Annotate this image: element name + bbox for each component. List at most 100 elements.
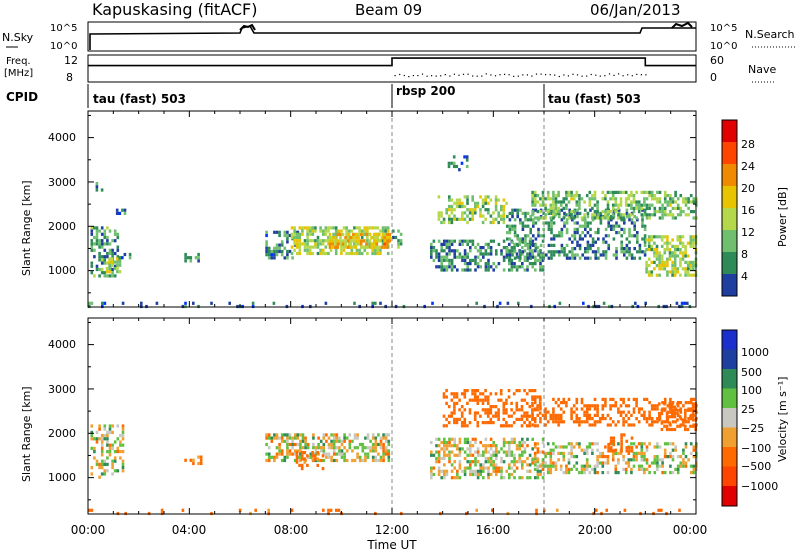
echo-cell bbox=[347, 242, 351, 246]
echo-cell bbox=[312, 442, 315, 447]
echo-cell bbox=[376, 248, 380, 252]
echo-cell bbox=[684, 244, 687, 248]
echo-cell bbox=[653, 420, 657, 424]
echo-cell bbox=[460, 424, 464, 428]
echo-cell bbox=[661, 471, 664, 475]
echo-cell bbox=[505, 469, 508, 473]
echo-cell bbox=[290, 235, 294, 240]
echo-cell bbox=[448, 437, 451, 441]
echo-cell bbox=[330, 455, 333, 459]
echo-cell bbox=[437, 472, 441, 477]
echo-cell bbox=[471, 258, 475, 262]
power-colorbar-swatch bbox=[722, 164, 737, 186]
echo-cell bbox=[494, 405, 498, 409]
echo-cell bbox=[669, 197, 672, 201]
echo-cell bbox=[447, 414, 451, 418]
echo-cell bbox=[593, 216, 597, 220]
echo-cell bbox=[679, 257, 682, 261]
echo-cell bbox=[363, 248, 367, 252]
vel-cbar-m25: −25 bbox=[741, 422, 764, 435]
echo-cell bbox=[450, 258, 454, 262]
echo-cell bbox=[502, 268, 506, 272]
echo-cell bbox=[674, 190, 677, 194]
echo-cell bbox=[466, 262, 469, 266]
echo-cell bbox=[611, 203, 615, 207]
echo-cell bbox=[437, 444, 441, 448]
echo-cell bbox=[437, 214, 441, 218]
echo-cell bbox=[384, 439, 388, 443]
echo-cell bbox=[461, 469, 464, 473]
echo-cell bbox=[578, 206, 581, 210]
echo-cell bbox=[308, 226, 312, 230]
echo-cell bbox=[663, 408, 666, 412]
echo-cell bbox=[460, 414, 464, 418]
echo-cell bbox=[492, 405, 495, 409]
echo-cell bbox=[345, 229, 348, 233]
echo-cell bbox=[311, 232, 315, 236]
echo-cell bbox=[570, 451, 573, 455]
echo-cell bbox=[575, 397, 579, 401]
echo-cell bbox=[443, 265, 446, 269]
echo-cell bbox=[445, 211, 448, 215]
echo-cell bbox=[601, 397, 605, 401]
echo-cell bbox=[489, 408, 493, 412]
echo-cell bbox=[573, 227, 577, 231]
echo-cell bbox=[100, 466, 104, 470]
echo-cell bbox=[612, 436, 616, 440]
echo-cell bbox=[658, 257, 661, 261]
echo-cell bbox=[682, 420, 685, 424]
echo-cell bbox=[622, 213, 625, 217]
echo-cell bbox=[95, 182, 99, 186]
echo-cell bbox=[327, 242, 330, 246]
echo-cell bbox=[364, 452, 367, 456]
echo-cell bbox=[541, 203, 545, 207]
echo-cell bbox=[387, 455, 391, 459]
echo-cell bbox=[489, 246, 493, 250]
echo-cell bbox=[492, 466, 495, 470]
echo-cell bbox=[103, 472, 107, 476]
echo-cell bbox=[658, 415, 661, 419]
echo-cell bbox=[516, 215, 519, 219]
echo-cell bbox=[635, 404, 638, 408]
echo-cell bbox=[558, 253, 561, 257]
echo-cell bbox=[197, 256, 200, 260]
echo-cell bbox=[105, 270, 109, 274]
nave-point bbox=[481, 75, 483, 77]
power-cbar-16: 16 bbox=[741, 204, 755, 217]
power-cbar-4: 4 bbox=[741, 270, 748, 283]
echo-cell bbox=[479, 469, 482, 473]
echo-cell bbox=[593, 467, 597, 471]
echo-cell bbox=[650, 244, 654, 248]
echo-cell bbox=[90, 424, 94, 428]
echo-cell bbox=[366, 455, 370, 459]
echo-cell bbox=[684, 464, 688, 468]
echo-cell bbox=[437, 252, 441, 256]
echo-cell bbox=[656, 210, 659, 214]
echo-cell bbox=[295, 454, 299, 458]
echo-cell bbox=[523, 450, 527, 454]
echo-cell bbox=[228, 301, 231, 305]
echo-cell bbox=[306, 239, 309, 243]
echo-cell bbox=[585, 413, 589, 417]
echo-cell bbox=[374, 301, 377, 305]
echo-cell bbox=[684, 273, 687, 277]
echo-cell bbox=[270, 439, 274, 443]
echo-cell bbox=[523, 411, 526, 415]
echo-cell bbox=[515, 405, 519, 409]
echo-cell bbox=[432, 466, 436, 470]
echo-cell bbox=[116, 424, 120, 428]
echo-cell bbox=[686, 264, 690, 268]
echo-cell bbox=[387, 442, 391, 447]
echo-cell bbox=[576, 215, 579, 219]
freq-label-1: Freq. bbox=[6, 56, 31, 67]
echo-cell bbox=[671, 273, 674, 277]
echo-cell bbox=[665, 427, 669, 432]
echo-cell bbox=[473, 411, 477, 415]
echo-cell bbox=[645, 206, 649, 210]
xtick-2: 08:00 bbox=[274, 523, 309, 537]
echo-cell bbox=[479, 453, 482, 457]
echo-cell bbox=[374, 436, 378, 440]
echo-cell bbox=[513, 453, 516, 457]
echo-cell bbox=[647, 235, 651, 239]
echo-cell bbox=[113, 440, 117, 444]
